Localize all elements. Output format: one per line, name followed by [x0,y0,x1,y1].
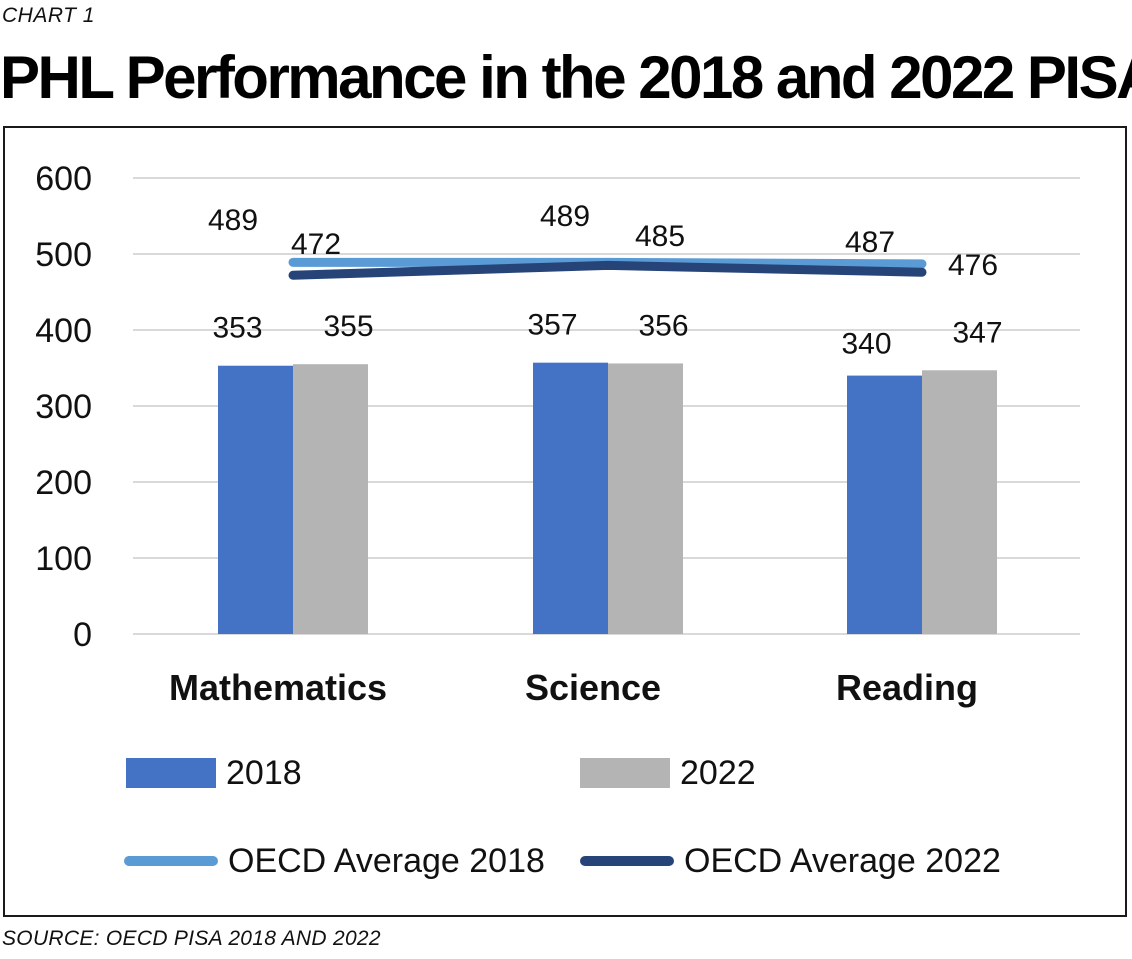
x-category-label: Science [525,667,661,708]
bar-value-label: 357 [527,309,577,342]
line-value-label: 476 [948,249,998,282]
legend-swatch [580,758,670,788]
legend-item: 2018 [126,750,302,796]
bar-2018-mathematics [218,365,293,634]
y-tick-label: 600 [35,160,92,198]
bar-value-label: 355 [323,310,373,343]
legend-item: OECD Average 2018 [124,838,545,884]
source-note: SOURCE: OECD PISA 2018 AND 2022 [2,927,381,950]
line-value-label: 489 [208,204,258,237]
line-value-label: 472 [291,228,341,261]
x-category-label: Reading [836,667,978,708]
legend-label: OECD Average 2018 [228,841,545,880]
bar-value-label: 353 [212,312,262,345]
y-tick-label: 300 [35,388,92,426]
legend-item: 2022 [580,750,756,796]
legend-label: 2018 [226,753,302,792]
legend-item: OECD Average 2022 [580,838,1001,884]
bar-2018-science [533,362,608,634]
chart-frame [3,126,1127,917]
bar-value-label: 356 [638,309,688,342]
bar-2022-science [608,363,683,634]
y-tick-label: 200 [35,464,92,502]
x-category-label: Mathematics [169,667,387,708]
line-oecd-average-2022 [288,260,927,280]
line-value-label: 489 [540,200,590,233]
chart-title: PHL Performance in the 2018 and 2022 PIS… [0,44,1132,111]
line-value-label: 485 [635,220,685,253]
legend-label: OECD Average 2022 [684,841,1001,880]
legend-label: 2022 [680,753,756,792]
legend-swatch [126,758,216,788]
y-tick-label: 100 [35,540,92,578]
y-tick-label: 500 [35,236,92,274]
chart-kicker: CHART 1 [2,4,95,27]
bar-value-label: 347 [952,316,1002,349]
bar-2018-reading [847,375,922,634]
legend-swatch [580,856,674,866]
bar-2022-reading [922,370,997,634]
y-tick-label: 0 [73,616,92,654]
bar-2022-mathematics [293,364,368,634]
line-value-label: 487 [845,226,895,259]
legend-swatch [124,856,218,866]
y-tick-label: 400 [35,312,92,350]
bar-value-label: 340 [841,328,891,361]
